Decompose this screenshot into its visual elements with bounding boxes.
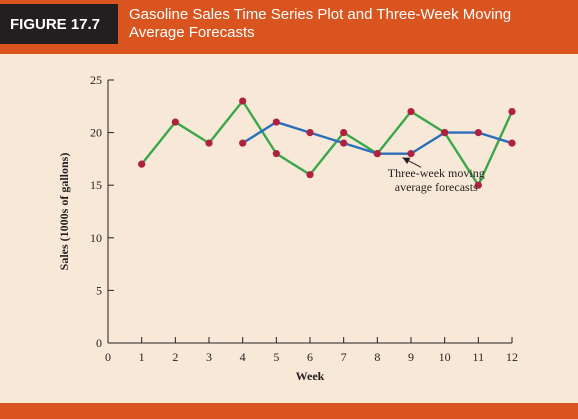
x-tick-label: 9 <box>408 350 414 364</box>
actual-sales-line <box>140 99 514 187</box>
y-tick-label: 20 <box>90 126 102 140</box>
x-tick-label: 2 <box>172 350 178 364</box>
actual-sales-point <box>239 97 247 105</box>
actual-sales-point <box>171 118 179 126</box>
x-axis-title: Week <box>296 369 325 383</box>
actual-sales-point <box>306 171 314 179</box>
chart-axes <box>107 79 513 344</box>
moving-average-forecast-point <box>508 139 516 147</box>
y-tick-label: 15 <box>90 178 102 192</box>
actual-sales-point <box>340 129 348 137</box>
actual-sales-point <box>474 181 482 189</box>
figure-label: FIGURE 17.7 <box>0 4 118 44</box>
moving-average-forecast-point <box>340 139 348 147</box>
figure-title: Gasoline Sales Time Series Plot and Thre… <box>129 6 512 41</box>
annotation-arrowhead <box>402 157 411 164</box>
actual-sales-point <box>508 107 516 116</box>
chart-series <box>138 97 516 189</box>
annotation-text: average forecasts <box>395 180 478 194</box>
x-tick-label: 3 <box>206 350 212 364</box>
actual-sales-point <box>138 160 146 168</box>
x-tick-label: 7 <box>341 350 347 364</box>
y-axis-title: Sales (1000s of gallons) <box>57 153 71 271</box>
actual-sales-point <box>272 150 280 158</box>
x-tick-label: 12 <box>506 350 518 364</box>
x-tick-label: 0 <box>105 350 111 364</box>
y-tick-label: 25 <box>90 73 102 87</box>
actual-sales-point <box>407 107 415 116</box>
figure-header: FIGURE 17.7 Gasoline Sales Time Series P… <box>0 0 578 54</box>
x-tick-label: 5 <box>273 350 279 364</box>
figure-footer-bar <box>0 403 578 419</box>
y-tick-label: 5 <box>96 283 102 297</box>
x-tick-label: 1 <box>139 350 145 364</box>
x-tick-label: 11 <box>473 350 485 364</box>
moving-average-forecast-point <box>474 129 482 137</box>
moving-average-forecast-point <box>441 129 449 137</box>
x-tick-label: 8 <box>374 350 380 364</box>
annotation-text: Three-week moving <box>388 166 485 180</box>
x-tick-label: 6 <box>307 350 313 364</box>
moving-average-forecast-point <box>239 139 247 147</box>
moving-average-forecast-point <box>306 129 314 137</box>
moving-average-forecast-point <box>272 118 280 126</box>
x-tick-label: 4 <box>240 350 246 364</box>
x-tick-label: 10 <box>439 350 451 364</box>
actual-sales-point <box>205 139 213 147</box>
moving-average-forecast-point <box>407 150 415 158</box>
moving-average-forecast-line <box>242 120 513 155</box>
moving-average-forecast-point <box>373 150 381 158</box>
y-tick-label: 0 <box>96 336 102 350</box>
y-tick-label: 10 <box>90 231 102 245</box>
